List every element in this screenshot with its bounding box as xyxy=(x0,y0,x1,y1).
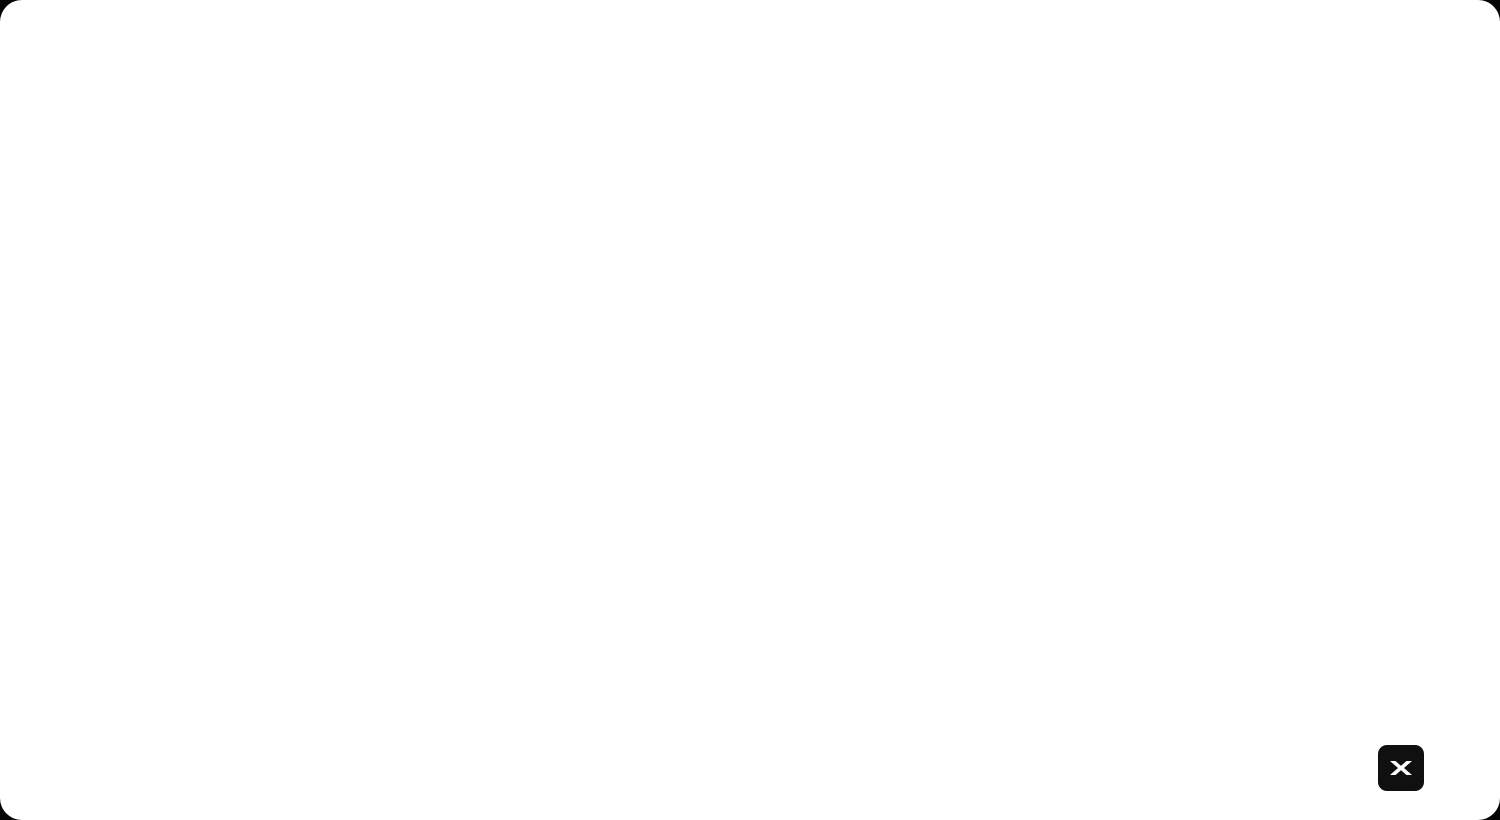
sp500-value-badge xyxy=(1378,37,1398,70)
legend xyxy=(0,751,1500,758)
vix-line-swatch-icon xyxy=(830,751,876,758)
legend-item-oil-brent xyxy=(720,751,780,758)
legend-item-vix xyxy=(830,751,890,758)
right-axis-title xyxy=(1466,0,1496,315)
vix-value-badge xyxy=(1378,574,1398,607)
xtb-logo-icon xyxy=(1378,745,1424,791)
xtb-logo xyxy=(1378,745,1433,791)
oil-brent-value-badge xyxy=(1378,179,1398,212)
sp500-line-swatch-icon xyxy=(610,751,656,758)
oil-brent-line-swatch-icon xyxy=(720,751,766,758)
left-axis-title xyxy=(2,0,32,315)
legend-item-sp500 xyxy=(610,751,670,758)
